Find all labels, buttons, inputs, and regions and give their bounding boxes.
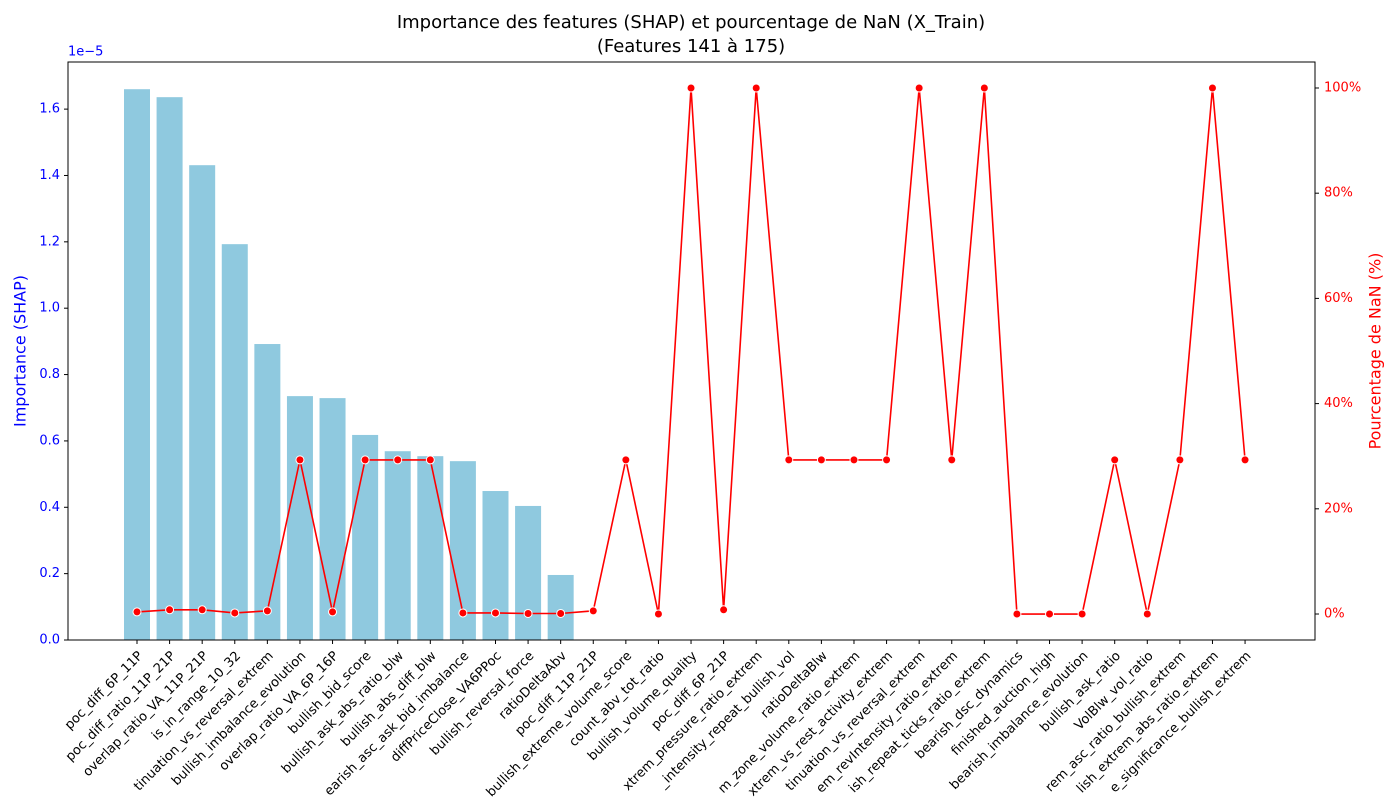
y2-tick-label: 60% [1324, 291, 1353, 306]
nan-point [816, 455, 826, 465]
nan-point [1207, 83, 1217, 93]
bar [352, 434, 379, 640]
y-tick-label: 0.8 [39, 367, 60, 382]
nan-point [328, 607, 338, 617]
y-tick-label: 0.0 [39, 633, 60, 648]
nan-point [914, 83, 924, 93]
bar [417, 456, 444, 640]
y-tick-label: 1.6 [39, 102, 60, 117]
bar [319, 398, 346, 640]
bar [156, 97, 183, 640]
y2-axis-label: Pourcentage de NaN (%) [1366, 253, 1385, 450]
y-tick-label: 0.6 [39, 433, 60, 448]
bar [384, 451, 411, 640]
nan-point [523, 608, 533, 618]
plot-frame [67, 61, 1316, 641]
chart-subtitle: (Features 141 à 175) [597, 36, 785, 57]
nan-point [882, 455, 892, 465]
nan-point [751, 83, 761, 93]
nan-point [784, 455, 794, 465]
nan-point [1012, 609, 1022, 619]
nan-point [1110, 455, 1120, 465]
nan-point [197, 605, 207, 615]
nan-point [262, 606, 272, 616]
nan-point [1045, 609, 1055, 619]
nan-point [165, 605, 175, 615]
nan-point [1077, 609, 1087, 619]
y-offset-label: 1e−5 [68, 45, 103, 60]
y2-tick-label: 80% [1324, 186, 1353, 201]
nan-point [393, 455, 403, 465]
y-tick-label: 0.2 [39, 566, 60, 581]
y2-tick-label: 0% [1324, 607, 1345, 622]
bar [286, 396, 313, 640]
nan-point [425, 455, 435, 465]
nan-point [686, 83, 696, 93]
nan-point [849, 455, 859, 465]
bar [482, 491, 509, 640]
nan-point [490, 608, 500, 618]
nan-point [979, 83, 989, 93]
y2-tick-label: 40% [1324, 396, 1353, 411]
nan-point [588, 606, 598, 616]
bar [515, 505, 542, 640]
nan-point [653, 609, 663, 619]
y-tick-label: 1.0 [39, 301, 60, 316]
nan-point [1240, 455, 1250, 465]
y-tick-label: 0.4 [39, 500, 60, 515]
y2-tick-label: 100% [1324, 80, 1361, 95]
y-tick-label: 1.4 [39, 168, 60, 183]
bar [221, 244, 248, 640]
y-axis-label: Importance (SHAP) [11, 275, 30, 427]
chart-title: Importance des features (SHAP) et pource… [397, 12, 985, 33]
nan-point [360, 455, 370, 465]
nan-point [947, 455, 957, 465]
nan-point [458, 608, 468, 618]
nan-point [230, 608, 240, 618]
nan-point [1175, 455, 1185, 465]
nan-point [556, 608, 566, 618]
bar [124, 89, 150, 640]
nan-point [295, 455, 305, 465]
nan-point [132, 607, 142, 617]
nan-point [1142, 609, 1152, 619]
nan-point [719, 605, 729, 615]
nan-point [621, 455, 631, 465]
y2-tick-label: 20% [1324, 501, 1353, 516]
bar [189, 165, 216, 640]
bar [547, 574, 574, 640]
bar [254, 344, 281, 640]
y-tick-label: 1.2 [39, 234, 60, 249]
